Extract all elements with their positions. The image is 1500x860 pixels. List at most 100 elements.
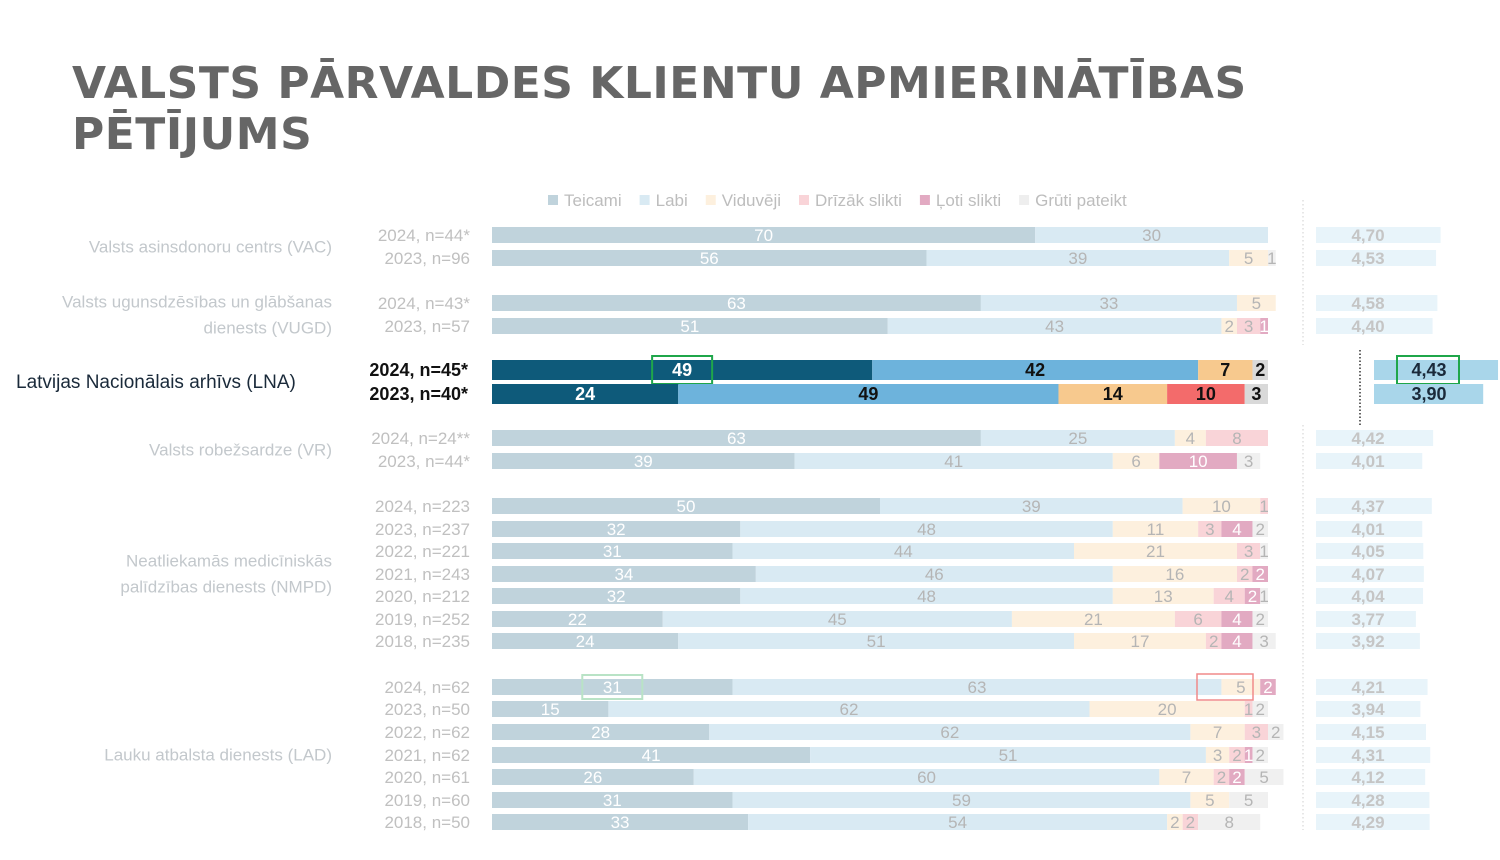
bar-segment-grūti-pateikt	[1244, 769, 1284, 785]
score-bar	[1316, 611, 1416, 627]
data-label: 39	[1068, 249, 1087, 268]
bar-segment-viduvēji	[1174, 430, 1206, 446]
data-label: 50	[677, 497, 696, 516]
data-label: 3	[1205, 520, 1214, 539]
bar-segment-drīzāk-slikti	[1198, 521, 1222, 537]
row-label: 2019, n=252	[375, 610, 470, 629]
bar-segment-labi	[1035, 227, 1268, 243]
page-title: VALSTS PĀRVALDES KLIENTU APMIERINĀTĪBAS …	[72, 58, 1247, 160]
bar-segment-viduvēji	[1205, 747, 1230, 763]
data-label: 2	[1217, 768, 1226, 787]
data-label: 31	[603, 791, 622, 810]
row-label: 2021, n=62	[384, 746, 470, 765]
group-label: Neatliekamās medicīniskās	[126, 552, 332, 571]
data-label: 49	[672, 360, 692, 380]
data-label: 60	[917, 768, 936, 787]
row-label: 2022, n=221	[375, 542, 470, 561]
data-label: 2	[1256, 565, 1265, 584]
bar-segment-viduvēji	[1112, 453, 1160, 469]
data-label: 2	[1209, 632, 1218, 651]
score-label: 3,90	[1411, 384, 1446, 404]
score-bar	[1316, 566, 1424, 582]
data-label: 45	[828, 610, 847, 629]
data-label: 5	[1205, 791, 1214, 810]
bar-segment-drīzāk-slikti	[1167, 384, 1245, 404]
bar-segment-grūti-pateikt	[1236, 453, 1261, 469]
data-label: 13	[1154, 587, 1173, 606]
bar-segment-drīzāk-slikti	[1174, 611, 1222, 627]
bar-segment-labi	[872, 360, 1199, 380]
row-label: 2024, n=223	[375, 497, 470, 516]
data-label: 5	[1244, 249, 1253, 268]
bar-segment-viduvēji	[1112, 521, 1199, 537]
bar-segment-ļoti-slikti	[1229, 769, 1245, 785]
bar-segment-ļoti-slikti	[1260, 318, 1268, 334]
data-label: 56	[700, 249, 719, 268]
score-label: 3,92	[1351, 632, 1384, 651]
bar-segment-labi	[693, 769, 1160, 785]
bar-segment-teicami	[492, 724, 710, 740]
bar-segment-grūti-pateikt	[1252, 633, 1276, 649]
data-label: 1	[1259, 542, 1268, 561]
data-label: 7	[1220, 360, 1230, 380]
bar-segment-ļoti-slikti	[1159, 453, 1237, 469]
score-label: 4,07	[1351, 565, 1384, 584]
data-label: 4	[1232, 520, 1241, 539]
data-label: 32	[607, 520, 626, 539]
score-label: 4,04	[1351, 587, 1385, 606]
data-label: 51	[867, 632, 886, 651]
data-label: 3	[1244, 452, 1253, 471]
bar-segment-teicami	[492, 679, 733, 695]
data-label: 63	[727, 429, 746, 448]
bar-segment-viduvēji	[1011, 611, 1175, 627]
row-label: 2022, n=62	[384, 723, 470, 742]
score-label: 3,77	[1351, 610, 1384, 629]
data-label: 5	[1244, 791, 1253, 810]
data-label: 44	[894, 542, 913, 561]
bar-segment-drīzāk-slikti	[1244, 701, 1253, 717]
bar-segment-viduvēji	[1074, 633, 1206, 649]
score-label: 4,12	[1351, 768, 1384, 787]
data-label: 51	[999, 746, 1018, 765]
data-label: 21	[1084, 610, 1103, 629]
row-label: 2024, n=43*	[378, 294, 471, 313]
bar-segment-viduvēji	[1198, 360, 1253, 380]
data-label: 2	[1224, 317, 1233, 336]
score-bar	[1374, 360, 1499, 380]
legend-swatch	[639, 195, 650, 205]
data-label: 63	[727, 294, 746, 313]
score-label: 4,29	[1351, 813, 1384, 832]
score-label: 4,21	[1351, 678, 1384, 697]
bar-segment-grūti-pateikt	[1252, 701, 1268, 717]
bar-segment-viduvēji	[1058, 384, 1168, 404]
legend-swatch	[548, 195, 558, 205]
bar-segment-viduvēji	[1074, 543, 1237, 559]
data-label: 26	[583, 768, 602, 787]
score-bar	[1374, 384, 1484, 404]
bar-segment-viduvēji	[1190, 792, 1230, 808]
score-label: 4,58	[1351, 294, 1384, 313]
data-label: 20	[1158, 700, 1177, 719]
score-bar	[1316, 430, 1434, 446]
score-bar	[1316, 769, 1426, 785]
bar-segment-teicami	[492, 498, 880, 514]
score-bar	[1316, 521, 1423, 537]
group-label: Valsts ugunsdzēsības un glābšanas	[62, 293, 332, 312]
bar-segment-grūti-pateikt	[1252, 360, 1268, 380]
score-bar	[1316, 227, 1441, 243]
score-bar	[1316, 701, 1421, 717]
bar-segment-grūti-pateikt	[1260, 588, 1268, 604]
data-label: 24	[576, 632, 595, 651]
data-label: 6	[1193, 610, 1202, 629]
data-label: 1	[1259, 497, 1268, 516]
data-label: 39	[634, 452, 653, 471]
bar-segment-drīzāk-slikti	[1182, 814, 1199, 830]
bar-segment-viduvēji	[1159, 769, 1214, 785]
data-label: 43	[1045, 317, 1064, 336]
group-label: Lauku atbalsta dienests (LAD)	[104, 746, 332, 765]
bar-segment-teicami	[492, 318, 888, 334]
bar-segment-labi	[880, 498, 1183, 514]
score-bar	[1316, 588, 1424, 604]
row-label: 2023, n=96	[384, 249, 470, 268]
bar-segment-labi	[732, 792, 1191, 808]
